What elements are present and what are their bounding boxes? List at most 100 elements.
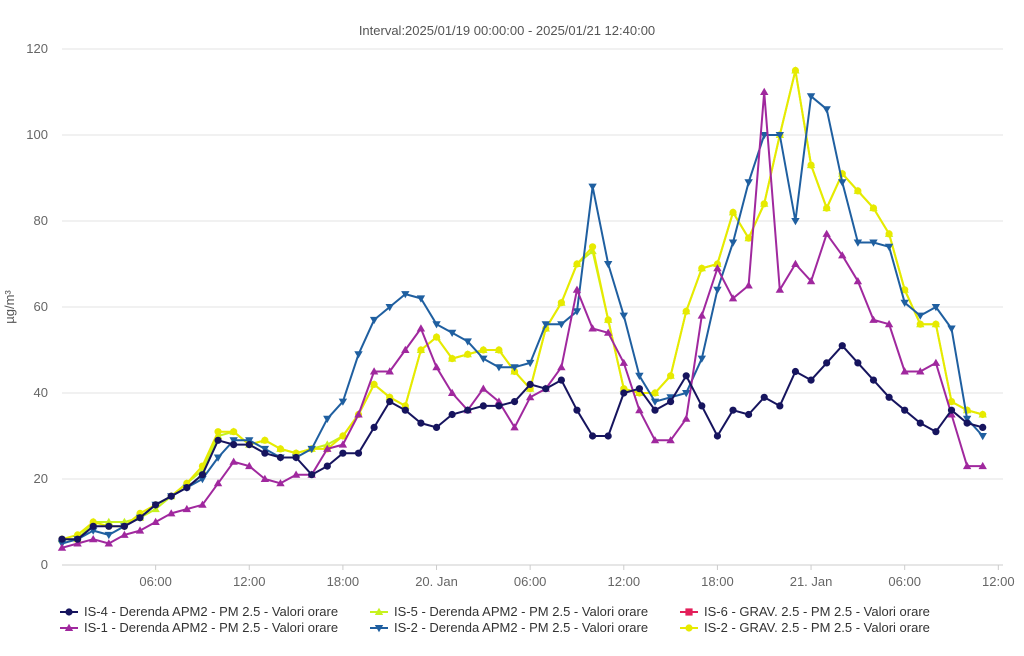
series-line — [61, 91, 983, 549]
data-point — [775, 285, 785, 293]
data-point — [323, 415, 332, 423]
data-point — [666, 436, 675, 444]
data-point — [89, 535, 98, 543]
x-tick-label: 21. Jan — [790, 574, 833, 589]
data-point — [104, 531, 114, 540]
legend-item[interactable]: IS-1 - Derenda APM2 - PM 2.5 - Valori or… — [60, 620, 338, 635]
data-point — [276, 445, 285, 453]
legend-item[interactable]: IS-5 - Derenda APM2 - PM 2.5 - Valori or… — [370, 604, 648, 619]
data-point — [464, 350, 472, 358]
y-tick-label: 20 — [34, 471, 48, 486]
data-point — [214, 436, 222, 444]
legend-item[interactable]: IS-6 - GRAV. 2.5 - PM 2.5 - Valori orare — [680, 604, 930, 619]
data-point — [198, 476, 207, 484]
data-point — [776, 402, 784, 410]
data-point — [885, 230, 893, 238]
data-point — [245, 437, 254, 445]
data-point — [901, 406, 909, 414]
data-point — [853, 239, 863, 247]
data-point — [791, 218, 800, 226]
legend-item[interactable]: IS-2 - GRAV. 2.5 - PM 2.5 - Valori orare — [680, 620, 930, 635]
legend-swatch — [60, 623, 78, 631]
data-point — [932, 428, 940, 436]
data-point — [104, 539, 114, 547]
data-point — [447, 329, 457, 337]
legend-item[interactable]: IS-4 - Derenda APM2 - PM 2.5 - Valori or… — [60, 604, 338, 619]
data-point — [884, 320, 894, 328]
data-point — [900, 299, 909, 307]
series-4 — [58, 342, 987, 543]
data-point — [869, 315, 878, 323]
data-point — [697, 311, 707, 319]
legend-label: IS-2 - GRAV. 2.5 - PM 2.5 - Valori orare — [704, 620, 930, 635]
x-tick-label: 12:00 — [982, 574, 1015, 589]
data-point — [525, 359, 535, 368]
data-point — [791, 66, 800, 75]
data-point — [635, 372, 644, 380]
data-point — [729, 208, 737, 216]
data-point — [979, 423, 987, 431]
data-point — [307, 445, 316, 454]
data-point — [494, 364, 504, 372]
data-point — [666, 394, 675, 402]
x-tick-label: 12:00 — [233, 574, 266, 589]
data-point — [120, 522, 129, 530]
data-point — [354, 410, 363, 418]
data-point — [838, 342, 846, 350]
data-point — [245, 461, 254, 470]
data-point — [916, 312, 925, 320]
data-point — [432, 423, 441, 431]
data-point — [698, 264, 706, 272]
series-layer — [57, 66, 987, 551]
data-point — [152, 501, 160, 509]
legend-marker — [374, 624, 384, 632]
axes: 0 20 40 60 80 100 120 06:00 12:00 18:00 20. Jan 06:… — [26, 41, 1014, 589]
data-point — [823, 359, 831, 367]
data-point — [572, 285, 582, 293]
data-point — [385, 367, 394, 375]
data-point — [869, 204, 878, 212]
data-point — [495, 402, 503, 410]
data-point — [525, 393, 535, 401]
legend-label: IS-6 - GRAV. 2.5 - PM 2.5 - Valori orare — [704, 604, 930, 619]
data-point — [588, 432, 597, 440]
data-point — [885, 393, 893, 401]
data-point — [962, 415, 972, 423]
data-point — [417, 346, 425, 354]
data-point — [620, 389, 628, 397]
data-point — [588, 324, 597, 332]
data-point — [183, 484, 191, 492]
data-point — [541, 321, 550, 329]
data-point — [651, 389, 659, 397]
data-point — [214, 428, 222, 436]
data-point — [369, 316, 379, 325]
data-point — [713, 260, 722, 268]
data-point — [135, 526, 145, 534]
data-point — [370, 380, 378, 388]
data-point — [853, 277, 863, 285]
data-point — [682, 414, 691, 422]
data-point — [261, 449, 269, 457]
legend-swatch — [60, 607, 78, 616]
data-point — [557, 321, 566, 329]
data-point — [120, 517, 129, 525]
data-point — [869, 239, 878, 247]
data-point — [276, 479, 285, 487]
data-point — [479, 355, 488, 363]
data-point — [104, 517, 114, 525]
data-point — [261, 436, 269, 444]
data-point — [542, 385, 550, 393]
data-point — [947, 410, 956, 418]
legend-marker — [65, 607, 73, 616]
series-3 — [57, 87, 987, 551]
data-point — [713, 432, 722, 440]
data-point — [947, 398, 956, 406]
data-point — [557, 376, 565, 384]
series-line — [61, 69, 983, 541]
data-point — [308, 471, 316, 479]
y-tick-label: 80 — [34, 213, 48, 228]
legend-item[interactable]: IS-2 - Derenda APM2 - PM 2.5 - Valori or… — [370, 620, 648, 635]
data-point — [339, 432, 347, 440]
data-point — [604, 316, 612, 324]
